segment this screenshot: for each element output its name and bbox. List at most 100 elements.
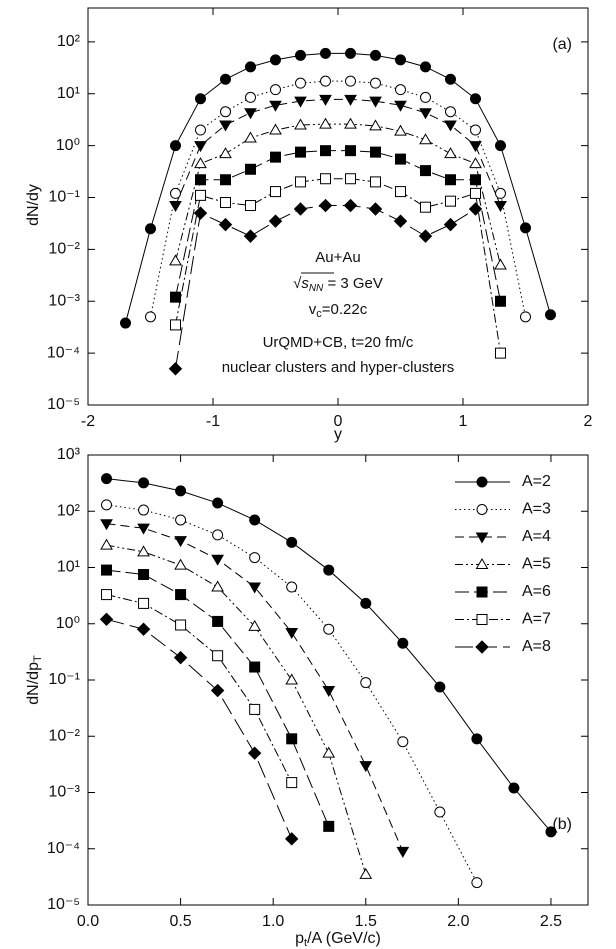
marker [445, 73, 456, 85]
legend-marker [475, 532, 489, 544]
legend-label: A=8 [522, 638, 551, 655]
marker [195, 174, 206, 186]
y-tick-label: 10⁻⁵ [47, 396, 80, 413]
marker [345, 173, 356, 185]
marker [344, 94, 357, 106]
marker [471, 877, 483, 889]
marker [470, 124, 481, 136]
marker [170, 319, 181, 331]
legend-marker [476, 476, 488, 488]
marker [220, 73, 231, 85]
marker [294, 96, 307, 108]
marker [145, 311, 156, 323]
marker [468, 202, 483, 216]
marker [195, 124, 206, 136]
marker [469, 141, 482, 153]
marker [370, 77, 381, 89]
legend-marker [476, 614, 488, 625]
marker [295, 49, 306, 61]
marker [174, 536, 187, 548]
marker [285, 627, 299, 639]
marker [138, 477, 150, 489]
x-tick-label: 1.0 [262, 913, 284, 930]
y-tick-label: 10⁻⁴ [47, 344, 80, 361]
marker [244, 131, 257, 143]
marker [369, 119, 382, 131]
marker [195, 189, 206, 201]
marker [359, 867, 373, 879]
annotation: √sNN = 3 GeV [293, 275, 383, 294]
marker [494, 258, 507, 270]
marker [218, 217, 233, 232]
marker [294, 118, 307, 130]
marker [293, 202, 308, 216]
marker [286, 536, 298, 548]
x-tick-label: 0.5 [169, 913, 191, 930]
marker [360, 677, 372, 689]
marker [248, 582, 262, 594]
marker [212, 497, 224, 509]
marker [245, 61, 256, 73]
marker [245, 91, 256, 103]
marker [434, 681, 446, 693]
marker [320, 145, 331, 157]
marker [137, 545, 150, 557]
marker [495, 187, 506, 199]
y-tick-label: 10⁰ [56, 137, 80, 154]
marker [120, 317, 131, 329]
y-axis-label: dN/dy [25, 184, 42, 226]
annotation: vc=0.22c [309, 301, 368, 320]
legend-label: A=6 [522, 583, 551, 600]
y-tick-label: 10⁻⁵ [47, 896, 80, 913]
series-line [106, 618, 293, 840]
marker [370, 49, 381, 61]
marker [420, 61, 431, 73]
y-tick-label: 10⁻² [48, 241, 80, 258]
marker [445, 106, 456, 118]
marker [169, 201, 182, 213]
marker [175, 619, 187, 631]
marker [174, 558, 187, 570]
marker [345, 75, 356, 87]
marker [434, 806, 446, 818]
marker [195, 93, 206, 105]
marker [194, 157, 207, 169]
y-tick-label: 10¹ [57, 559, 80, 576]
y-tick-label: 10⁻¹ [48, 189, 80, 206]
marker [269, 100, 282, 112]
marker [322, 686, 336, 698]
legend-label: A=5 [522, 556, 551, 573]
marker [249, 514, 261, 526]
marker [359, 761, 373, 773]
x-tick-label: 0 [334, 413, 343, 430]
marker [249, 703, 261, 715]
marker [101, 473, 113, 485]
marker [211, 580, 224, 592]
marker [295, 146, 306, 158]
marker [170, 187, 181, 199]
marker [212, 650, 224, 662]
marker [470, 174, 481, 186]
marker [420, 165, 431, 177]
marker [101, 564, 113, 576]
marker [268, 214, 283, 228]
x-tick-label: -1 [206, 413, 220, 430]
marker [471, 733, 483, 745]
x-tick-label: -2 [81, 413, 95, 430]
marker [138, 569, 150, 581]
marker [100, 519, 113, 531]
x-tick-label: 0.0 [77, 913, 99, 930]
marker [444, 147, 457, 159]
y-tick-label: 10² [57, 502, 81, 519]
marker [320, 75, 331, 87]
y-tick-label: 10⁰ [56, 615, 80, 632]
marker [243, 229, 258, 243]
marker [220, 106, 231, 118]
marker [344, 117, 357, 129]
series-line [175, 123, 501, 266]
marker [520, 311, 531, 323]
legend-label: A=4 [522, 528, 551, 545]
marker [100, 538, 113, 550]
marker [270, 54, 281, 66]
marker [393, 214, 408, 228]
